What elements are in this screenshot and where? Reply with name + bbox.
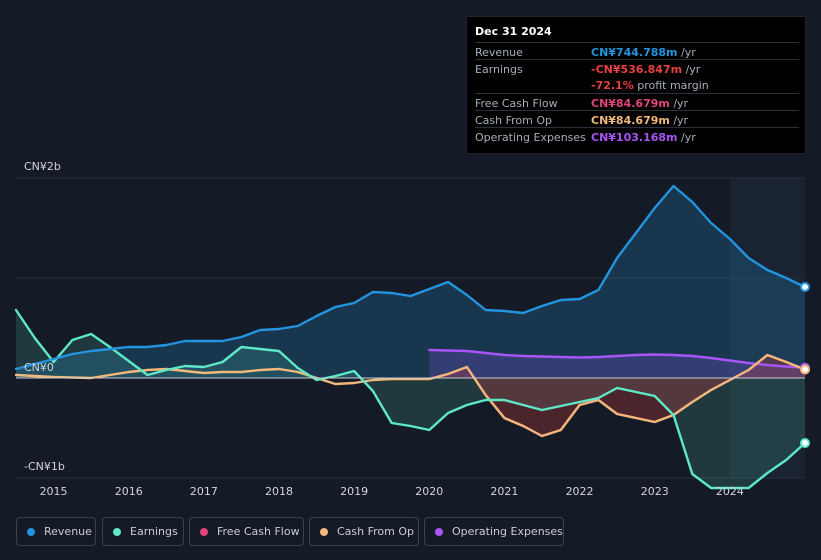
legend-label: Free Cash Flow [217,525,300,538]
tooltip-label: Cash From Op [475,114,553,127]
tooltip-value-revenue: CN¥744.788m [591,46,678,59]
x-tick-label: 2023 [641,485,669,498]
tooltip-unit: /yr [681,131,696,144]
x-tick-label: 2018 [265,485,293,498]
x-tick-label: 2017 [190,485,218,498]
x-tick-label: 2024 [716,485,744,498]
revenue-area [16,186,805,378]
y-tick-label: CN¥0 [24,361,54,374]
tooltip-date: Dec 31 2024 [475,25,552,38]
cash-from-op-dot-icon [320,528,328,536]
chart-axes: CN¥2b CN¥0 -CN¥1b 2015 2016 2017 2018 2019 2020 2… [16,160,805,498]
legend-label: Earnings [130,525,178,538]
revenue-line [14,184,807,371]
tooltip-label: Free Cash Flow [475,97,558,110]
tooltip-row-earnings: Earnings -CN¥536.847m /yr [475,59,799,77]
tooltip-row-profit-margin: -72.1% profit margin [475,76,799,93]
tooltip-value-profit-margin: -72.1% [591,79,634,92]
x-tick-label: 2019 [340,485,368,498]
tooltip-unit: profit margin [637,79,709,92]
tooltip-label: Operating Expenses [475,131,586,144]
tooltip-value-earnings: -CN¥536.847m [591,63,683,76]
tooltip-unit: /yr [685,63,701,76]
operating-expenses-dot-icon [435,528,443,536]
tooltip-row-free-cash-flow: Free Cash Flow CN¥84.679m /yr [475,93,799,111]
legend-label: Operating Expenses [452,525,563,538]
chart-end-markers [800,282,810,448]
revenue-end-marker [800,282,810,292]
legend-label: Revenue [44,525,92,538]
tooltip-unit: /yr [673,114,689,127]
y-tick-label: -CN¥1b [24,460,65,473]
tooltip-unit: /yr [673,97,689,110]
earnings-area [16,310,805,488]
tooltip-row-operating-expenses: Operating Expenses CN¥103.168m /yr [475,127,799,145]
tooltip-row-cash-from-op: Cash From Op CN¥84.679m /yr [475,110,799,128]
tooltip-value-operating-expenses: CN¥103.168m [591,131,678,144]
legend-item-cash-from-op[interactable]: Cash From Op [309,517,419,546]
chart-gridlines [16,177,805,479]
legend-item-free-cash-flow[interactable]: Free Cash Flow [189,517,304,546]
legend-item-revenue[interactable]: Revenue [16,517,96,546]
earnings-line [14,308,807,490]
forecast-highlight-region [729,178,805,478]
revenue-dot-icon [27,528,35,536]
operating-expenses-line [428,348,807,369]
x-tick-label: 2015 [40,485,68,498]
chart-area-fills [16,186,805,488]
earnings-end-marker [800,438,810,448]
cash-from-op-end-marker [800,364,810,375]
x-tick-label: 2020 [415,485,443,498]
free-cash-flow-area [429,355,805,436]
tooltip-label: Revenue [475,46,523,59]
tooltip-row-revenue: Revenue CN¥744.788m /yr [475,42,799,60]
y-tick-label: CN¥2b [24,160,61,173]
x-tick-label: 2022 [566,485,594,498]
highlight-region [729,178,805,478]
chart-series-lines [14,184,807,490]
x-tick-label: 2016 [115,485,143,498]
legend-label: Cash From Op [337,525,415,538]
earnings-dot-icon [113,528,121,536]
data-tooltip: Dec 31 2024 Revenue CN¥744.788m /yr Earn… [466,16,806,154]
tooltip-value-cash-from-op: CN¥84.679m [591,114,670,127]
free-cash-flow-dot-icon [200,528,208,536]
tooltip-value-free-cash-flow: CN¥84.679m [591,97,670,110]
legend-item-operating-expenses[interactable]: Operating Expenses [424,517,564,546]
legend-item-earnings[interactable]: Earnings [102,517,184,546]
x-tick-label: 2021 [490,485,518,498]
tooltip-label: Earnings [475,63,523,76]
tooltip-unit: /yr [681,46,696,59]
